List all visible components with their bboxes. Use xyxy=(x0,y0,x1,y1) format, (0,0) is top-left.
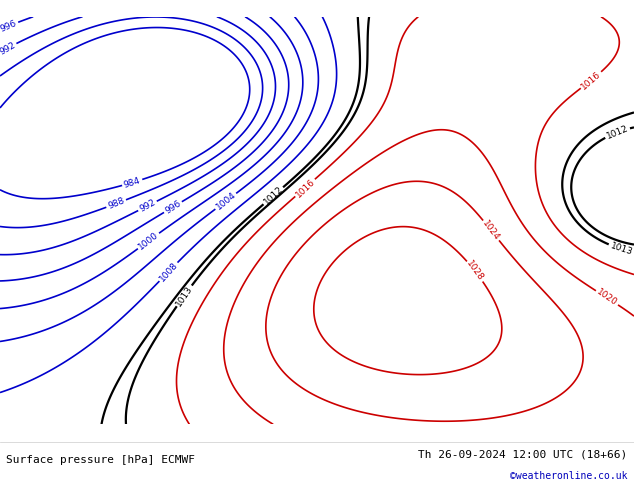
Text: 1016: 1016 xyxy=(579,69,603,91)
Text: 984: 984 xyxy=(123,175,142,190)
Text: 1012: 1012 xyxy=(605,124,630,141)
Text: 1016: 1016 xyxy=(294,177,316,199)
Text: ©weatheronline.co.uk: ©weatheronline.co.uk xyxy=(510,471,628,481)
Text: Th 26-09-2024 12:00 UTC (18+66): Th 26-09-2024 12:00 UTC (18+66) xyxy=(418,450,628,460)
Text: 1012: 1012 xyxy=(262,185,285,207)
Text: 1004: 1004 xyxy=(214,191,238,212)
Text: 1008: 1008 xyxy=(157,260,179,283)
Text: 1000: 1000 xyxy=(137,230,160,251)
Text: Surface pressure [hPa] ECMWF: Surface pressure [hPa] ECMWF xyxy=(6,455,195,465)
Text: 1028: 1028 xyxy=(465,259,486,283)
Text: 992: 992 xyxy=(138,198,157,214)
Text: 1020: 1020 xyxy=(595,288,619,308)
Text: 1013: 1013 xyxy=(609,241,633,257)
Text: 996: 996 xyxy=(163,198,183,216)
Text: 1013: 1013 xyxy=(174,284,195,308)
Text: 992: 992 xyxy=(0,40,17,56)
Text: 996: 996 xyxy=(0,19,18,34)
Text: 988: 988 xyxy=(107,196,126,211)
Text: 1024: 1024 xyxy=(481,219,501,242)
